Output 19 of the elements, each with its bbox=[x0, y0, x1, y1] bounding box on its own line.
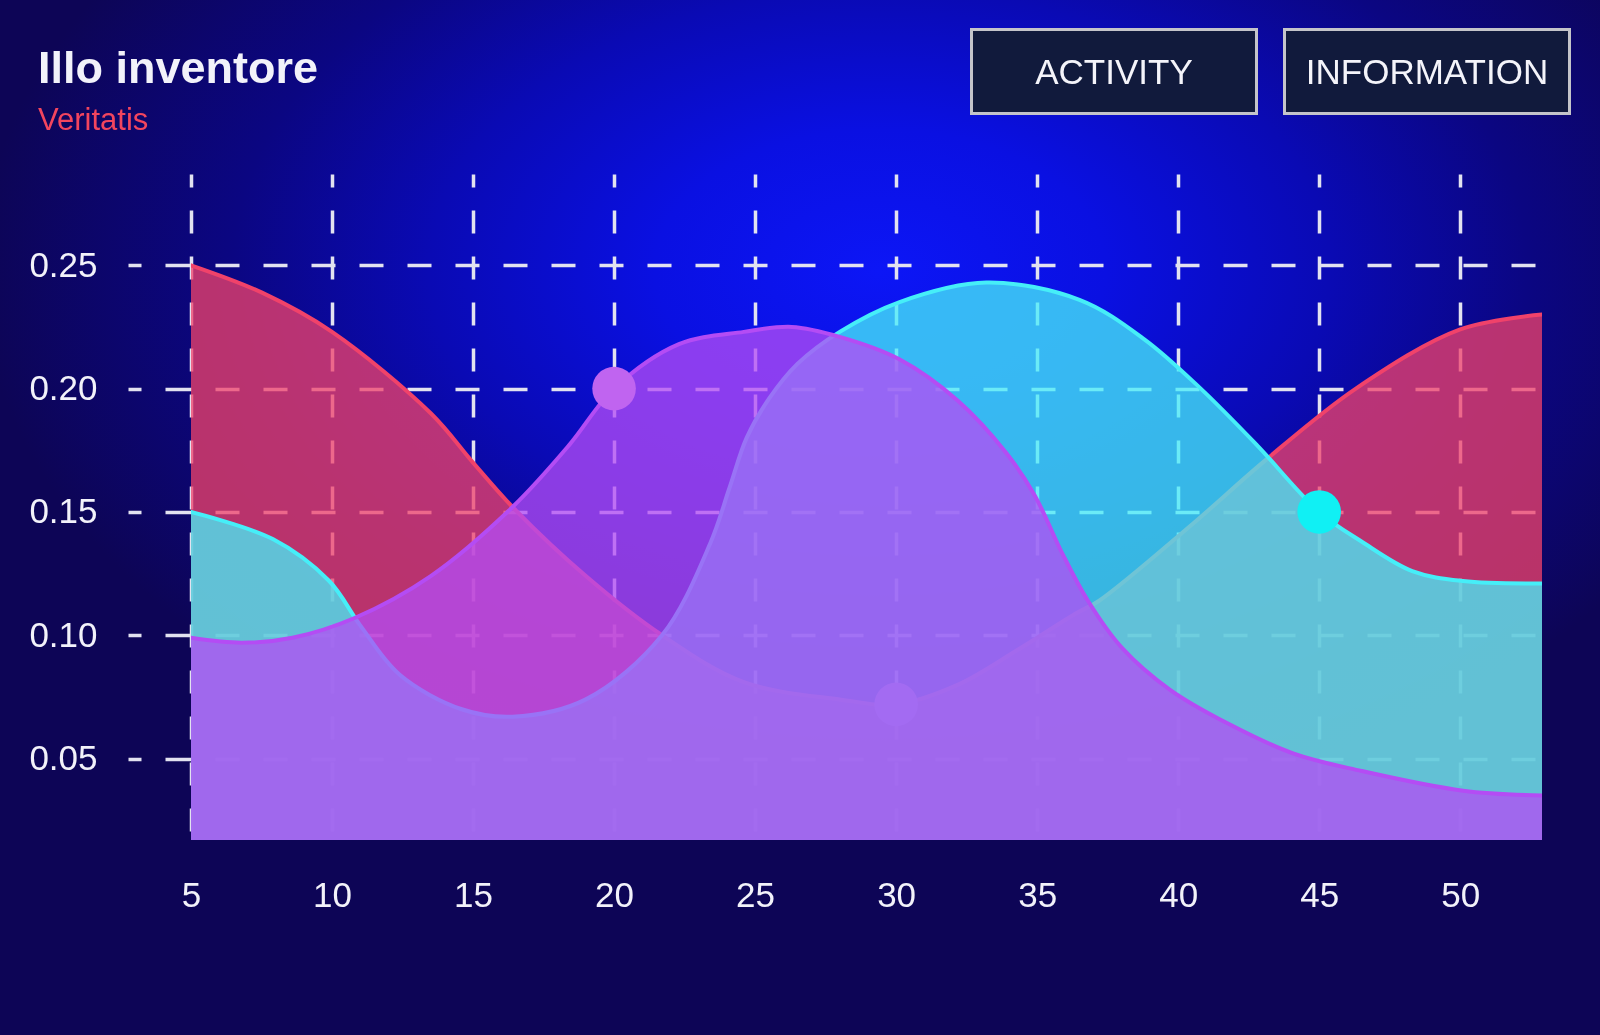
x-tick-label: 35 bbox=[1018, 874, 1058, 914]
x-tick-label: 20 bbox=[595, 874, 635, 914]
y-tick-label: 0.15 bbox=[29, 491, 98, 531]
chart-title: Illo inventore bbox=[38, 42, 319, 93]
x-tick-label: 15 bbox=[454, 874, 494, 914]
x-tick-label: 30 bbox=[877, 874, 917, 914]
x-tick-label: 45 bbox=[1300, 874, 1340, 914]
y-tick-label: 0.25 bbox=[29, 244, 98, 284]
x-tick-label: 10 bbox=[313, 874, 352, 914]
button: INFORMATION bbox=[1283, 28, 1571, 115]
y-tick-label: 0.05 bbox=[29, 738, 98, 778]
x-tick-label: 5 bbox=[181, 874, 202, 914]
x-tick-label: 25 bbox=[736, 874, 776, 914]
chart-subtitle: Veritatis bbox=[38, 102, 149, 137]
x-tick-label: 40 bbox=[1159, 874, 1199, 914]
y-tick-label: 0.20 bbox=[29, 368, 98, 408]
button: ACTIVITY bbox=[970, 28, 1258, 115]
x-tick-label: 50 bbox=[1441, 874, 1481, 914]
y-tick-label: 0.10 bbox=[29, 614, 98, 654]
